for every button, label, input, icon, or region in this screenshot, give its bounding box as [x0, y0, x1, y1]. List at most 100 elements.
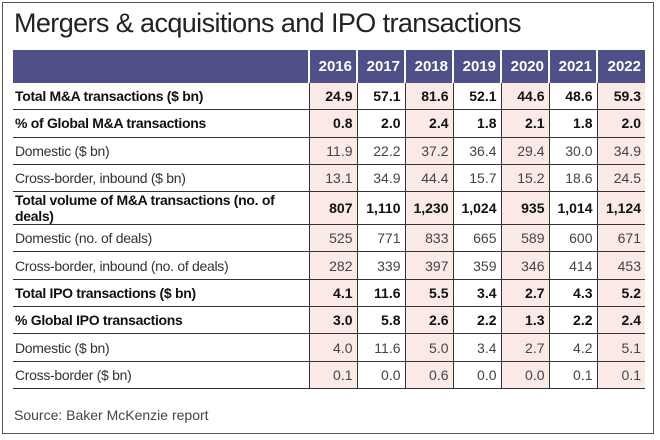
header-row: 2016 2017 2018 2019 2020 2021 2022 — [13, 50, 645, 83]
cell-value: 4.3 — [548, 279, 597, 308]
cell-value: 0.1 — [548, 361, 597, 389]
source-note: Source: Baker McKenzie report — [14, 407, 209, 423]
table-row: Cross-border, inbound (no. of deals) 282 3… — [13, 251, 645, 280]
cell-value: 11.6 — [356, 333, 405, 362]
column-header: 2016 — [308, 50, 357, 83]
cell-value: 22.2 — [356, 137, 405, 165]
cell-value: 339 — [356, 251, 405, 280]
frame-border — [2, 2, 654, 434]
row-label: % of Global M&A transactions — [13, 109, 309, 138]
cell-value: 2.1 — [500, 109, 549, 138]
cell-value: 0.0 — [500, 361, 549, 389]
cell-value: 600 — [548, 224, 597, 253]
table-row: Domestic ($ bn) 11.9 22.2 37.2 36.4 29.4 30.0 3… — [13, 137, 645, 165]
cell-value: 3.4 — [452, 279, 501, 308]
cell-value: 13.1 — [308, 164, 357, 193]
column-header: 2017 — [356, 50, 405, 83]
cell-value: 0.8 — [308, 109, 357, 138]
row-label: Total IPO transactions ($ bn) — [13, 279, 309, 308]
cell-value: 346 — [500, 251, 549, 280]
cell-value: 2.6 — [404, 306, 453, 335]
table-row: Cross-border ($ bn) 0.1 0.0 0.6 0.0 0.0 0.1 0.1 — [13, 361, 645, 389]
column-header: 2022 — [596, 50, 645, 83]
row-label: Cross-border, inbound (no. of deals) — [13, 251, 309, 280]
column-header: 2020 — [500, 50, 549, 83]
cell-value: 34.9 — [596, 137, 645, 165]
cell-value: 935 — [500, 191, 549, 226]
cell-value: 81.6 — [404, 83, 453, 111]
row-label: Domestic ($ bn) — [13, 137, 309, 165]
cell-value: 665 — [452, 224, 501, 253]
cell-value: 1.8 — [452, 109, 501, 138]
cell-value: 37.2 — [404, 137, 453, 165]
table-row: % Global IPO transactions 3.0 5.8 2.6 2.2 1.3… — [13, 306, 645, 335]
column-header: 2019 — [452, 50, 501, 83]
cell-value: 44.6 — [500, 83, 549, 111]
cell-value: 807 — [308, 191, 357, 226]
cell-value: 1,124 — [596, 191, 645, 226]
cell-value: 5.1 — [596, 333, 645, 362]
cell-value: 52.1 — [452, 83, 501, 111]
cell-value: 397 — [404, 251, 453, 280]
cell-value: 44.4 — [404, 164, 453, 193]
cell-value: 15.2 — [500, 164, 549, 193]
row-label: Cross-border ($ bn) — [13, 361, 309, 389]
row-label: Cross-border, inbound ($ bn) — [13, 164, 309, 193]
cell-value: 833 — [404, 224, 453, 253]
cell-value: 11.6 — [356, 279, 405, 308]
cell-value: 5.2 — [596, 279, 645, 308]
cell-value: 11.9 — [308, 137, 357, 165]
data-table: 2016 2017 2018 2019 2020 2021 2022 Total M&A t… — [13, 50, 645, 389]
cell-value: 30.0 — [548, 137, 597, 165]
cell-value: 2.7 — [500, 333, 549, 362]
cell-value: 2.2 — [548, 306, 597, 335]
cell-value: 1,014 — [548, 191, 597, 226]
row-label: Total volume of M&A transactions (no. of… — [13, 191, 309, 226]
cell-value: 671 — [596, 224, 645, 253]
cell-value: 0.1 — [596, 361, 645, 389]
table-row: Domestic (no. of deals) 525 771 833 665 589 60… — [13, 224, 645, 253]
row-label: Domestic (no. of deals) — [13, 224, 309, 253]
column-header: 2018 — [404, 50, 453, 83]
cell-value: 453 — [596, 251, 645, 280]
cell-value: 5.0 — [404, 333, 453, 362]
header-blank — [13, 50, 309, 83]
cell-value: 2.0 — [356, 109, 405, 138]
cell-value: 3.4 — [452, 333, 501, 362]
cell-value: 2.4 — [596, 306, 645, 335]
cell-value: 1,024 — [452, 191, 501, 226]
cell-value: 359 — [452, 251, 501, 280]
cell-value: 0.0 — [452, 361, 501, 389]
page-title: Mergers & acquisitions and IPO transacti… — [14, 8, 522, 38]
cell-value: 5.5 — [404, 279, 453, 308]
row-label: Domestic ($ bn) — [13, 333, 309, 362]
cell-value: 4.2 — [548, 333, 597, 362]
cell-value: 24.9 — [308, 83, 357, 111]
cell-value: 1,230 — [404, 191, 453, 226]
cell-value: 2.7 — [500, 279, 549, 308]
table-row: Total IPO transactions ($ bn) 4.1 11.6 5.5 3… — [13, 279, 645, 308]
cell-value: 414 — [548, 251, 597, 280]
cell-value: 2.0 — [596, 109, 645, 138]
cell-value: 589 — [500, 224, 549, 253]
cell-value: 0.6 — [404, 361, 453, 389]
table-row: Total volume of M&A transactions (no. of… — [13, 191, 645, 226]
cell-value: 1.8 — [548, 109, 597, 138]
cell-value: 1.3 — [500, 306, 549, 335]
cell-value: 0.1 — [308, 361, 357, 389]
table-row: % of Global M&A transactions 0.8 2.0 2.4 1.8… — [13, 109, 645, 138]
cell-value: 15.7 — [452, 164, 501, 193]
cell-value: 3.0 — [308, 306, 357, 335]
cell-value: 34.9 — [356, 164, 405, 193]
cell-value: 4.1 — [308, 279, 357, 308]
table-row: Cross-border, inbound ($ bn) 13.1 34.9 44.4… — [13, 164, 645, 193]
cell-value: 18.6 — [548, 164, 597, 193]
cell-value: 282 — [308, 251, 357, 280]
cell-value: 4.0 — [308, 333, 357, 362]
cell-value: 48.6 — [548, 83, 597, 111]
cell-value: 2.2 — [452, 306, 501, 335]
cell-value: 24.5 — [596, 164, 645, 193]
cell-value: 525 — [308, 224, 357, 253]
cell-value: 0.0 — [356, 361, 405, 389]
cell-value: 29.4 — [500, 137, 549, 165]
